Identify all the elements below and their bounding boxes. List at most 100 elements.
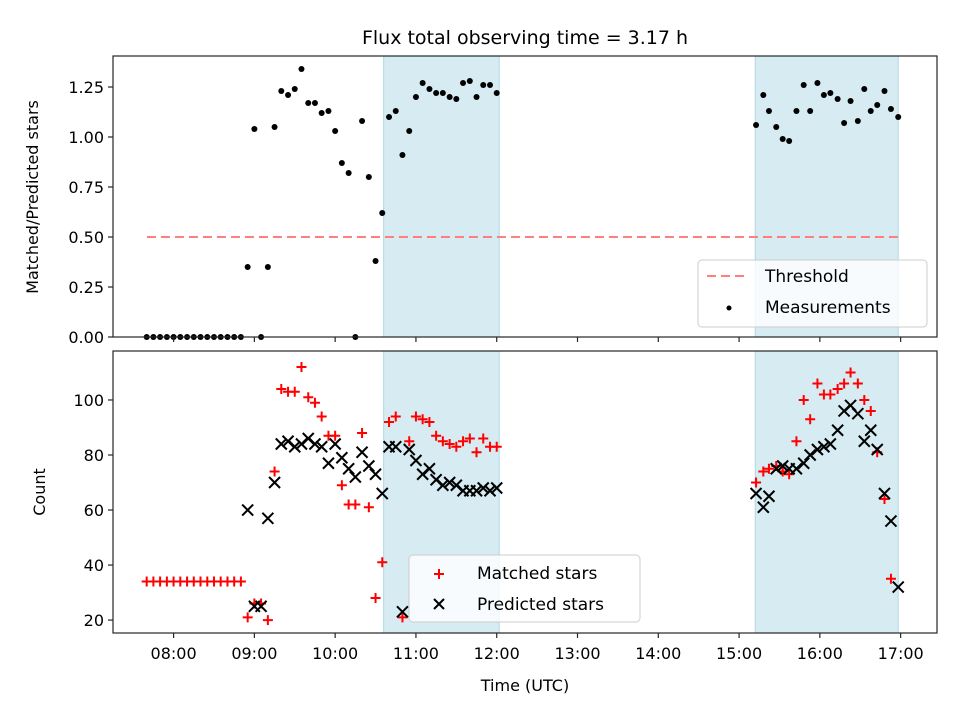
matched-star-point bbox=[370, 593, 381, 604]
matched-star-point bbox=[350, 499, 361, 510]
predicted-star-point bbox=[483, 484, 497, 497]
measurement-point bbox=[311, 100, 318, 106]
matched-star-point bbox=[839, 378, 850, 389]
matched-star-point bbox=[316, 411, 327, 422]
measurement-point bbox=[473, 94, 480, 100]
matched-star-point bbox=[464, 433, 475, 444]
predicted-star-point bbox=[776, 459, 789, 473]
predicted-star-point bbox=[288, 440, 301, 453]
legend-predicted-swatch bbox=[433, 598, 445, 610]
predicted-star-point bbox=[241, 503, 254, 517]
predicted-star-point bbox=[811, 443, 824, 456]
measurement-point bbox=[386, 114, 393, 120]
matched-star-point bbox=[491, 441, 502, 452]
predicted-star-point bbox=[878, 487, 891, 500]
matched-star-point bbox=[458, 436, 469, 447]
matched-star-point bbox=[330, 430, 341, 441]
measurement-point bbox=[493, 90, 500, 96]
y-tick-label: 1.00 bbox=[68, 128, 104, 147]
y-tick-label: 0.75 bbox=[68, 178, 104, 197]
measurement-point bbox=[887, 106, 894, 112]
predicted-star-point bbox=[261, 512, 275, 525]
matched-star-point bbox=[390, 411, 401, 422]
matched-star-point bbox=[289, 386, 300, 397]
matched-star-point bbox=[852, 378, 863, 389]
measurement-point bbox=[318, 110, 325, 116]
matched-star-point bbox=[805, 414, 816, 425]
matched-star-point bbox=[451, 441, 462, 452]
measurement-point bbox=[278, 88, 285, 94]
measurement-point bbox=[426, 86, 433, 92]
matched-star-point bbox=[845, 367, 856, 378]
matched-star-point bbox=[357, 427, 368, 438]
measurement-point bbox=[439, 90, 446, 96]
predicted-star-point bbox=[389, 440, 402, 453]
measurement-point bbox=[244, 264, 251, 270]
predicted-star-point bbox=[864, 424, 877, 437]
predicted-star-point bbox=[851, 407, 865, 420]
measurement-point bbox=[338, 160, 345, 166]
measurement-point bbox=[305, 100, 312, 106]
y-tick-label: 100 bbox=[73, 391, 104, 410]
predicted-star-point bbox=[355, 446, 369, 459]
matched-star-point bbox=[825, 389, 836, 400]
measurement-point bbox=[264, 264, 271, 270]
y-tick-label: 0.25 bbox=[68, 278, 104, 297]
predicted-star-point bbox=[790, 462, 803, 475]
predicted-stars-points bbox=[241, 399, 905, 619]
predicted-star-point bbox=[831, 424, 844, 437]
predicted-star-point bbox=[335, 451, 349, 464]
measurement-point bbox=[332, 128, 339, 134]
predicted-star-point bbox=[817, 440, 831, 453]
predicted-star-point bbox=[871, 443, 884, 456]
measurement-point bbox=[793, 108, 800, 114]
measurement-point bbox=[779, 136, 786, 142]
predicted-star-point bbox=[490, 481, 503, 495]
bottom-panel: 20 40 60 80 100 08:00 09:00 10:00 11:00 12:00 13:… bbox=[30, 351, 938, 695]
legend-measurements-label: Measurements bbox=[765, 298, 891, 318]
measurement-point bbox=[406, 128, 413, 134]
top-y-axis-label: Matched/Predicted stars bbox=[23, 100, 42, 294]
matched-star-point bbox=[262, 615, 273, 626]
top-x-ticks bbox=[172, 337, 902, 342]
matched-star-point bbox=[424, 416, 435, 427]
measurement-point bbox=[800, 82, 807, 88]
predicted-star-point bbox=[342, 462, 355, 475]
measurement-point bbox=[854, 118, 861, 124]
measurement-point bbox=[765, 108, 772, 114]
matched-star-point bbox=[296, 361, 307, 372]
matched-star-point bbox=[269, 466, 280, 477]
measurement-point bbox=[325, 108, 332, 114]
y-tick-label: 60 bbox=[84, 501, 104, 520]
x-tick-label: 16:00 bbox=[797, 644, 843, 663]
matched-star-point bbox=[478, 433, 489, 444]
matched-star-point bbox=[336, 480, 347, 491]
predicted-star-point bbox=[770, 462, 783, 475]
predicted-star-point bbox=[308, 437, 322, 451]
bottom-x-ticks: 08:00 09:00 10:00 11:00 12:00 13:00 14:00 15:00… bbox=[151, 633, 924, 663]
measurement-point bbox=[487, 82, 494, 88]
measurement-point bbox=[412, 94, 419, 100]
predicted-star-point bbox=[803, 448, 817, 462]
y-tick-label: 1.25 bbox=[68, 78, 104, 97]
matched-star-point bbox=[751, 477, 762, 488]
measurement-point bbox=[433, 90, 440, 96]
predicted-star-point bbox=[349, 470, 362, 484]
predicted-star-point bbox=[884, 514, 898, 528]
measurement-point bbox=[285, 92, 292, 98]
x-tick-label: 10:00 bbox=[312, 644, 358, 663]
matched-star-point bbox=[798, 394, 809, 405]
top-panel: 0.00 0.25 0.50 0.75 1.00 1.25 Matched/Predict… bbox=[23, 55, 938, 347]
matched-star-point bbox=[879, 494, 890, 505]
legend-predicted-label: Predicted stars bbox=[477, 595, 604, 615]
predicted-star-point bbox=[470, 484, 483, 497]
matched-star-point bbox=[763, 463, 774, 474]
y-tick-label: 20 bbox=[84, 611, 104, 630]
predicted-star-point bbox=[315, 440, 328, 453]
measurement-point bbox=[399, 152, 406, 158]
y-tick-label: 80 bbox=[84, 446, 104, 465]
predicted-star-point bbox=[436, 479, 450, 492]
x-tick-label: 12:00 bbox=[474, 644, 520, 663]
matched-star-point bbox=[431, 430, 442, 441]
